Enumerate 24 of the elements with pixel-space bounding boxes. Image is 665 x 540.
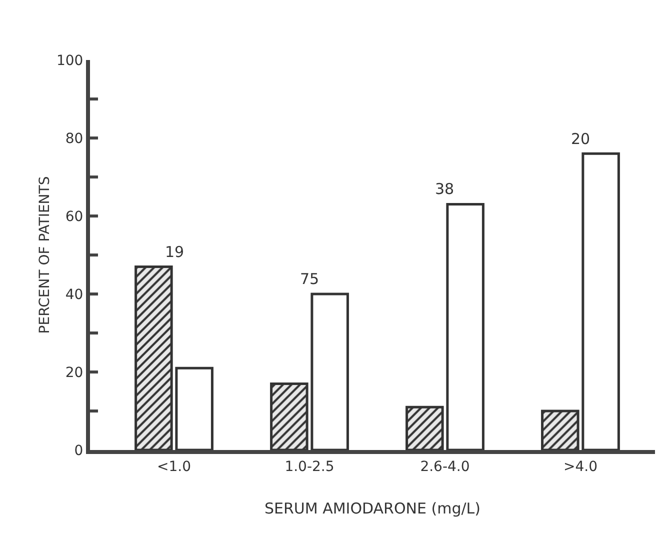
y-tick-label: 40 [65, 286, 84, 303]
y-tick-label: 60 [65, 208, 84, 225]
bar [582, 152, 620, 450]
x-tick-label: 1.0-2.5 [284, 458, 334, 475]
y-tick-label: 20 [65, 364, 84, 381]
bar [541, 410, 580, 450]
bar [175, 366, 214, 450]
annotation: 38 [435, 180, 454, 198]
bar [134, 265, 173, 450]
annotation: 19 [165, 243, 184, 261]
bar [446, 203, 484, 450]
x-tick-label: 2.6-4.0 [420, 458, 470, 475]
annotation: 75 [300, 270, 320, 288]
y-axis-title: PERCENT OF PATIENTS [37, 176, 53, 334]
annotation: 20 [571, 130, 590, 148]
x-tick-label: <1.0 [157, 458, 191, 475]
x-axis-title: SERUM AMIODARONE (mg/L) [264, 499, 481, 518]
y-tick-label: 100 [56, 52, 84, 69]
y-tick-label: 0 [74, 442, 84, 459]
x-tick-label: >4.0 [563, 458, 598, 475]
bar [310, 292, 349, 450]
bar [270, 382, 308, 450]
bar [406, 406, 444, 450]
y-tick-label: 80 [65, 130, 84, 147]
